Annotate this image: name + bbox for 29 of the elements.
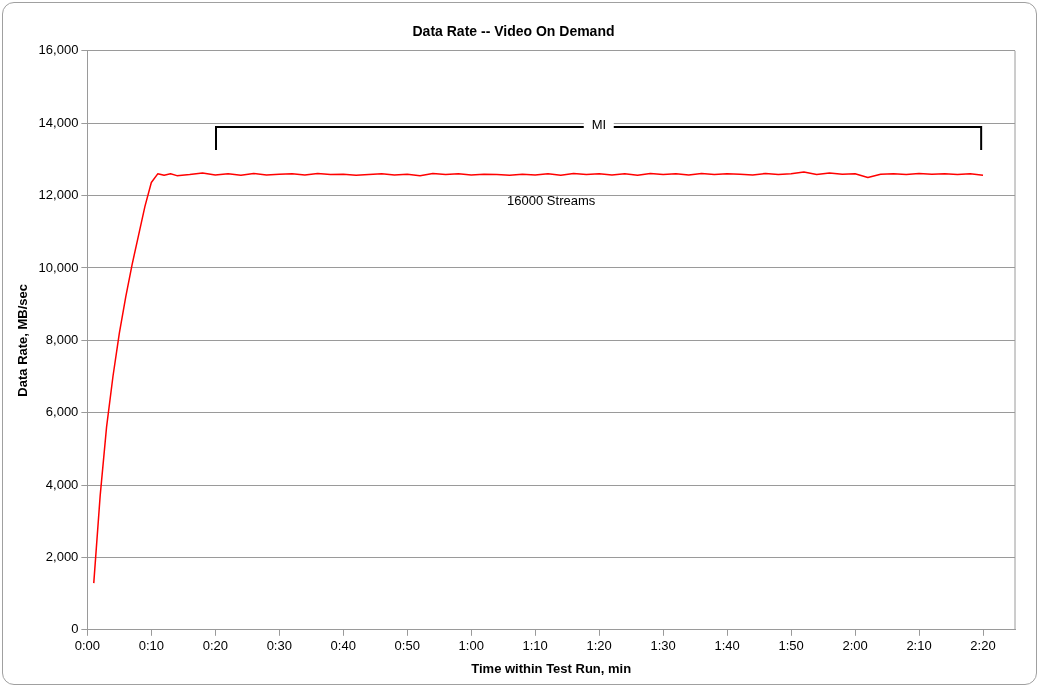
x-tick-label: 1:10 [522, 638, 548, 654]
y-tick-label: 8,000 [45, 331, 79, 347]
y-axis-title: Data Rate, MB/sec [15, 283, 31, 397]
x-tick-label: 2:20 [970, 638, 996, 654]
series-label: 16000 Streams [507, 192, 596, 208]
x-tick-label: 1:20 [586, 638, 612, 654]
y-tick-label: 12,000 [38, 187, 79, 203]
y-tick-label: 0 [71, 621, 79, 637]
x-tick-label: 0:30 [266, 638, 292, 654]
x-tick-label: 0:00 [74, 638, 101, 654]
x-tick-label: 0:10 [138, 638, 164, 654]
x-tick-label: 0:50 [394, 638, 420, 654]
x-tick-label: 1:50 [778, 638, 804, 654]
x-tick-label: 2:10 [906, 638, 932, 654]
y-tick-label: 2,000 [45, 549, 79, 564]
x-tick-label: 0:20 [202, 638, 228, 654]
x-tick-label: 1:00 [458, 638, 484, 654]
annotation: MI [583, 117, 615, 134]
chart-title: Data Rate -- Video On Demand [412, 23, 615, 40]
x-tick-label: 2:00 [842, 638, 868, 654]
x-tick-label: 1:30 [650, 638, 676, 654]
x-tick-label: 1:40 [714, 638, 740, 654]
y-tick-label: 14,000 [38, 114, 79, 130]
x-tick-label: 0:40 [330, 638, 356, 654]
y-tick-label: 6,000 [45, 404, 79, 420]
y-tick-label: 16,000 [38, 42, 79, 58]
x-axis-title: Time within Test Run, min [471, 660, 632, 676]
y-tick-label: 4,000 [45, 476, 79, 492]
y-tick-label: 10,000 [38, 259, 79, 275]
